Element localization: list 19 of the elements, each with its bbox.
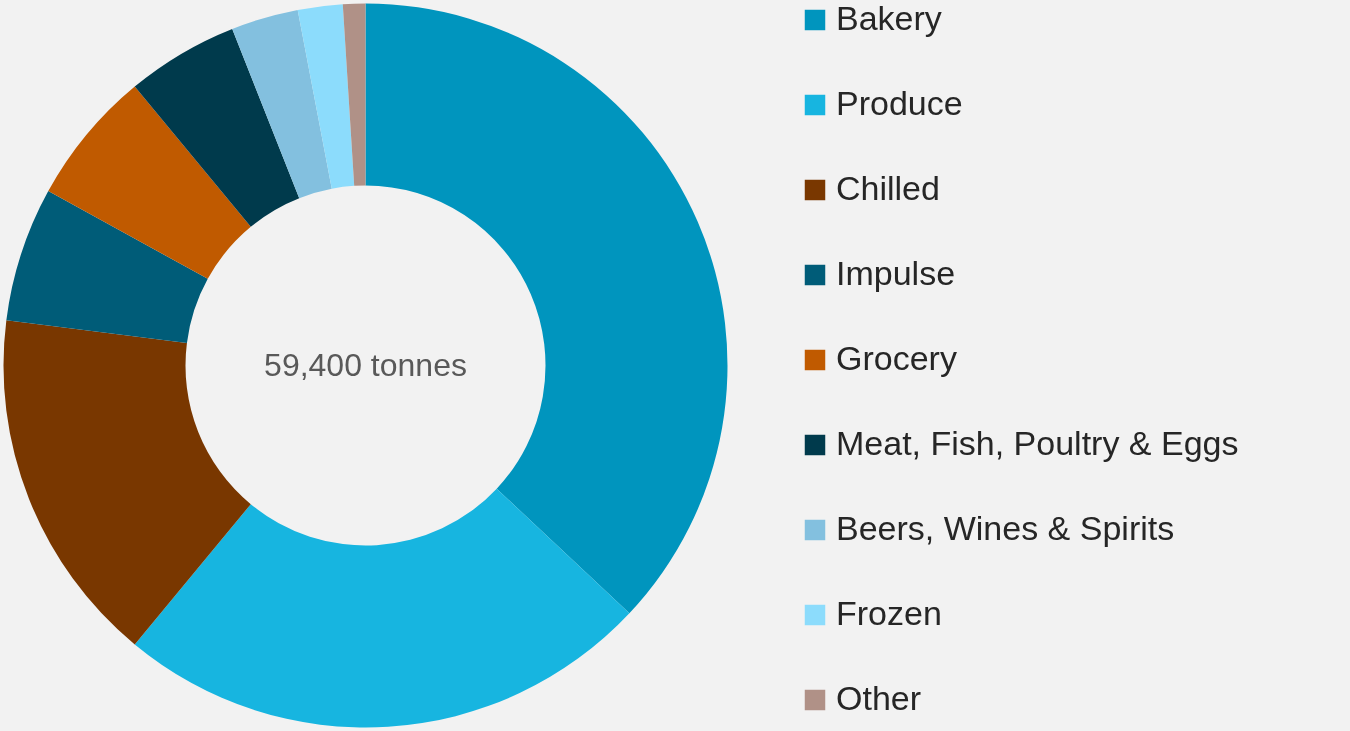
- donut-slice: [297, 4, 355, 189]
- legend-label: Produce: [836, 84, 963, 122]
- donut-slice: [134, 488, 630, 727]
- legend-label: Other: [836, 679, 922, 717]
- legend-label: Frozen: [836, 594, 942, 632]
- legend-label: Impulse: [836, 254, 956, 292]
- donut-slice: [3, 320, 251, 645]
- donut-slice: [342, 3, 366, 186]
- donut-slice: [365, 3, 728, 614]
- legend-label: Meat, Fish, Poultry & Eggs: [836, 424, 1239, 462]
- legend-label: Bakery: [836, 0, 942, 37]
- donut-slice: [48, 86, 251, 279]
- donut-slice: [6, 191, 208, 343]
- legend-label: Grocery: [836, 339, 957, 377]
- donut-slice: [232, 9, 332, 199]
- text: 59,400 tonnes: [264, 346, 467, 383]
- legend-label: Chilled: [836, 169, 940, 207]
- legend-label: Beers, Wines & Spirits: [836, 509, 1175, 547]
- donut-slice: [134, 28, 300, 227]
